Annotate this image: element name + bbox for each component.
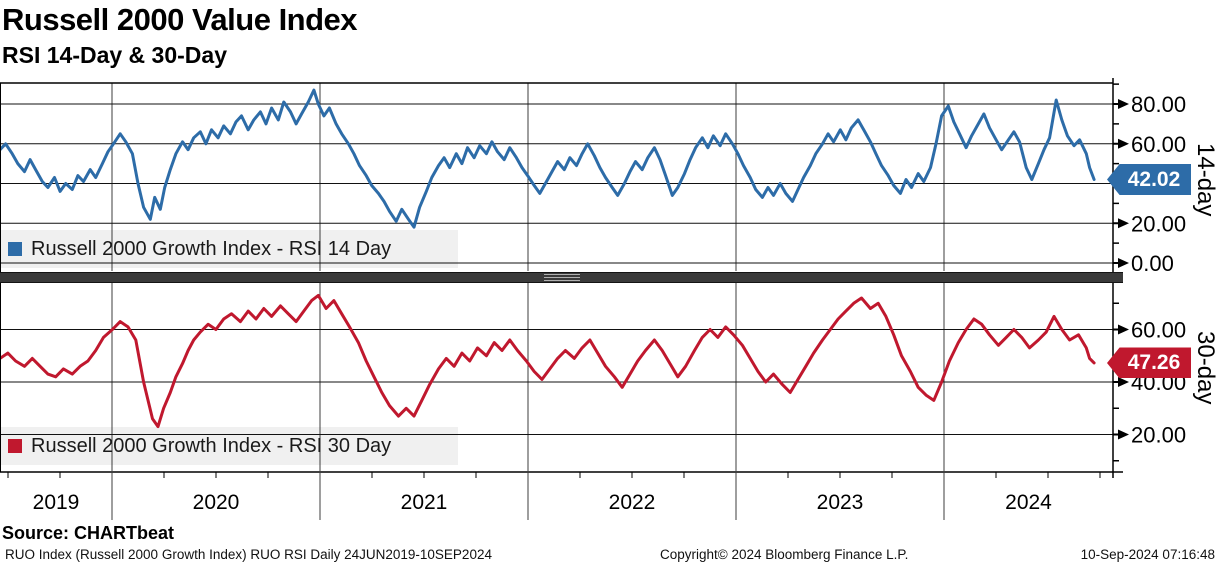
y-tick-label: 20.00 — [1131, 211, 1186, 236]
y-tick-label: 0.00 — [1131, 251, 1174, 276]
rsi30-legend-swatch-icon — [8, 439, 22, 453]
tick-arrow-icon — [1118, 377, 1129, 387]
footer-timestamp: 10-Sep-2024 07:16:48 — [1080, 547, 1215, 562]
x-year-label: 2019 — [33, 491, 80, 514]
footer-copyright: Copyright© 2024 Bloomberg Finance L.P. — [660, 547, 909, 562]
rsi14-axis-label: 14-day — [1192, 143, 1219, 217]
footer-ticker-info: RUO Index (Russell 2000 Growth Index) RU… — [5, 547, 492, 562]
rsi14-last-value-badge: 42.02 — [1107, 163, 1191, 195]
legend-rsi14: Russell 2000 Growth Index - RSI 14 Day — [0, 230, 458, 268]
x-year-label: 2021 — [401, 491, 448, 514]
y-tick-label: 80.00 — [1131, 92, 1186, 117]
source-text: Source: CHARTbeat — [2, 523, 175, 543]
tick-arrow-icon — [1118, 429, 1129, 440]
tick-arrow-icon — [1118, 324, 1129, 335]
rsi-30-day-line — [0, 293, 1096, 429]
rsi14-legend-label: Russell 2000 Growth Index - RSI 14 Day — [31, 237, 392, 260]
rsi30-axis-label: 30-day — [1192, 330, 1219, 405]
tick-arrow-icon — [1118, 99, 1129, 109]
legend-rsi30: Russell 2000 Growth Index - RSI 30 Day — [0, 427, 458, 465]
tick-arrow-icon — [1118, 138, 1129, 149]
chart-title: Russell 2000 Value Index — [2, 2, 358, 37]
legend-background — [0, 230, 458, 268]
rsi30-legend-label: Russell 2000 Growth Index - RSI 30 Day — [31, 434, 392, 457]
y-tick-label: 60.00 — [1131, 132, 1186, 157]
tick-arrow-icon — [1118, 258, 1129, 268]
chart-subtitle: RSI 14-Day & 30-Day — [2, 42, 227, 68]
footer-bar: RUO Index (Russell 2000 Growth Index) RU… — [0, 547, 1224, 565]
y-tick-label: 60.00 — [1131, 318, 1186, 343]
y-tick-label: 20.00 — [1131, 423, 1186, 448]
rsi-14-day-line — [0, 88, 1096, 229]
x-year-label: 2024 — [1005, 491, 1052, 514]
splitter-grip-icon — [543, 274, 580, 281]
x-year-label: 2020 — [193, 491, 240, 514]
x-year-label: 2022 — [609, 491, 656, 514]
rsi30-last-value-badge: 47.26 — [1107, 347, 1191, 379]
rsi14-legend-swatch-icon — [8, 242, 22, 256]
legend-background — [0, 427, 458, 465]
panel-splitter[interactable] — [0, 272, 1123, 283]
x-year-label: 2023 — [817, 491, 864, 514]
tick-arrow-icon — [1118, 218, 1129, 229]
